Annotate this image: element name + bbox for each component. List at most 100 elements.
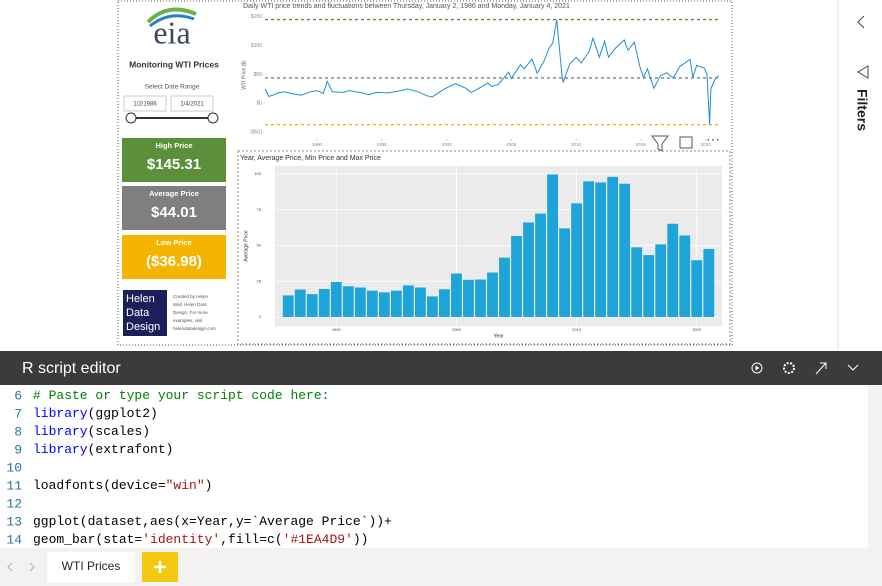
- code-token: (extrafont): [88, 442, 174, 457]
- line-number: 10: [6, 460, 22, 475]
- bar: [354, 287, 366, 317]
- cards: High Price $145.31 Average Price $44.01 Low …: [122, 138, 226, 279]
- page-tab[interactable]: [47, 552, 135, 582]
- code-line: library(ggplot2): [33, 406, 158, 421]
- bar: [583, 181, 595, 317]
- kpi-card: [122, 235, 226, 279]
- line-number: 6: [14, 388, 22, 403]
- bar: [643, 255, 655, 317]
- code-area: [0, 385, 868, 548]
- x-tick-label: 1995: [377, 142, 388, 147]
- kpi-label: Average Price: [149, 189, 199, 198]
- code-token: )): [353, 532, 369, 547]
- bar: [427, 296, 438, 317]
- x-tick-label: 2010: [572, 327, 582, 332]
- collapse-editor-icon[interactable]: [847, 364, 859, 371]
- bar: [487, 272, 498, 317]
- more-icon[interactable]: ···: [706, 131, 720, 147]
- line-number: 9: [14, 442, 22, 457]
- y-tick-label: $100: [251, 43, 262, 49]
- bar: [282, 295, 294, 317]
- settings-icon[interactable]: [783, 362, 795, 374]
- kpi-value: ($36.98): [146, 253, 202, 270]
- filter-pane-icon[interactable]: [857, 65, 869, 79]
- bar: [342, 286, 354, 317]
- bar: [631, 247, 643, 317]
- bar: [499, 257, 510, 317]
- bar: [511, 236, 522, 317]
- credit: Helen Data Design Created by Helen Wall, Hel…: [126, 293, 216, 333]
- date-input[interactable]: [170, 95, 214, 112]
- chart-title: Daily WTI price trends and fluctuations …: [243, 3, 570, 10]
- credit-brand: Design: [126, 321, 160, 333]
- code-line: # Paste or type your script code here:: [33, 388, 329, 403]
- bar: [306, 294, 318, 317]
- scrollbar: [868, 385, 882, 548]
- kpi-card: [122, 186, 226, 230]
- kpi-card: [122, 138, 226, 182]
- kpi-value: $145.31: [147, 156, 201, 173]
- line-number: 8: [14, 424, 22, 439]
- bar: [475, 279, 486, 317]
- x-tick-label: 2005: [506, 142, 517, 147]
- slider-handle[interactable]: [125, 112, 137, 124]
- y-tick-label: 25: [257, 278, 262, 283]
- bar: [535, 213, 546, 317]
- line-number: 7: [14, 406, 22, 421]
- line-number: 14: [6, 532, 22, 547]
- x-tick-label: 1990: [312, 142, 323, 147]
- code-line: geom_bar(stat='identity',fill=c('#1EA4D9…: [33, 532, 368, 547]
- code-token: (scales): [88, 424, 150, 439]
- slider-handle[interactable]: [207, 112, 219, 124]
- focus-icon[interactable]: [679, 136, 693, 149]
- bar: [439, 289, 450, 317]
- y-tick-label: $50: [254, 72, 263, 78]
- credit-text: Created by Helen: [173, 294, 209, 299]
- y-tick-label: 50: [257, 243, 262, 248]
- x-axis-label: Year: [493, 333, 503, 339]
- price-line: [264, 19, 720, 125]
- x-tick-label: 2020: [701, 142, 712, 147]
- charts: Daily WTI price trends and fluctuations …: [240, 3, 722, 339]
- code-token: ggplot(dataset,aes(x=Year,y=`Average Pri…: [33, 514, 392, 529]
- x-tick-label: 2010: [571, 142, 582, 147]
- code: 6 # Paste or type your script code here: 7…: [6, 388, 392, 547]
- code-token: library: [33, 442, 88, 457]
- report-title: Monitoring WTI Prices: [129, 59, 219, 69]
- bar: [402, 285, 414, 317]
- line-number: 11: [6, 478, 22, 493]
- credit-text: Design. For more: [173, 310, 208, 315]
- bar: [523, 222, 534, 317]
- date-end: 1/4/2021: [180, 102, 204, 108]
- code-token: geom_bar(stat=: [33, 532, 142, 547]
- code-token: 'identity': [142, 532, 220, 547]
- collapse-icon[interactable]: [857, 15, 865, 29]
- bar: [451, 273, 462, 317]
- credit-brand: Helen: [126, 293, 155, 305]
- date-input[interactable]: [123, 95, 167, 112]
- page-tab-label: WTI Prices: [62, 559, 121, 573]
- code-token: library: [33, 424, 88, 439]
- bar: [655, 244, 667, 317]
- y-tick-label: ($50): [250, 129, 262, 135]
- run-icon: [755, 365, 760, 371]
- x-tick-label: 2015: [636, 142, 647, 147]
- code-token: ): [205, 478, 213, 493]
- code-token: (ggplot2): [88, 406, 158, 421]
- code-token: '#1EA4D9': [283, 532, 353, 547]
- editor-header: [0, 351, 882, 385]
- kpi-value: $44.01: [151, 204, 197, 221]
- code-token: ,fill=c(: [220, 532, 282, 547]
- date-start: 1/2/1986: [133, 102, 157, 108]
- code-line: ggplot(dataset,aes(x=Year,y=`Average Pri…: [33, 514, 392, 529]
- expand-icon[interactable]: [815, 362, 827, 375]
- tab-prev[interactable]: [7, 562, 13, 572]
- y-tick-label: $0: [256, 101, 262, 107]
- editor-title: R script editor: [22, 360, 121, 377]
- report-page: [117, 0, 733, 346]
- credit-logo: [123, 290, 167, 336]
- tab-next[interactable]: [29, 562, 35, 572]
- run-icon[interactable]: [751, 362, 763, 374]
- bar: [595, 182, 607, 317]
